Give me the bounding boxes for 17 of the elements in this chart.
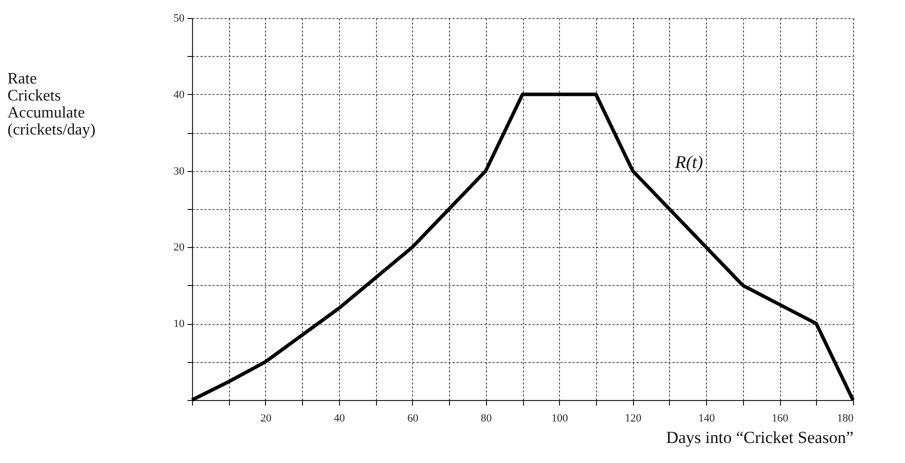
- y-tick-label: 30: [174, 165, 185, 178]
- x-tick-label: 80: [480, 412, 492, 424]
- y-tick-label: 20: [174, 242, 185, 254]
- x-tick-label: 100: [551, 412, 568, 424]
- x-tick-label: 140: [698, 412, 716, 424]
- x-tick-label: 60: [407, 412, 419, 424]
- y-tick-label: 50: [174, 12, 185, 24]
- x-tick-label: 160: [772, 412, 789, 424]
- y-tick-label: 10: [174, 318, 185, 330]
- x-tick-label: 20: [260, 412, 272, 424]
- x-tick-label: 40: [334, 412, 346, 424]
- y-axis-title: Rate Crickets Accumulate (crickets/day): [8, 70, 96, 138]
- y-tick-label: 40: [174, 88, 185, 101]
- annotation: R(t): [674, 152, 703, 172]
- x-tick-label: 120: [624, 412, 642, 424]
- x-tick-label: 180: [837, 412, 854, 424]
- x-axis-title: Days into “Cricket Season”: [666, 428, 854, 447]
